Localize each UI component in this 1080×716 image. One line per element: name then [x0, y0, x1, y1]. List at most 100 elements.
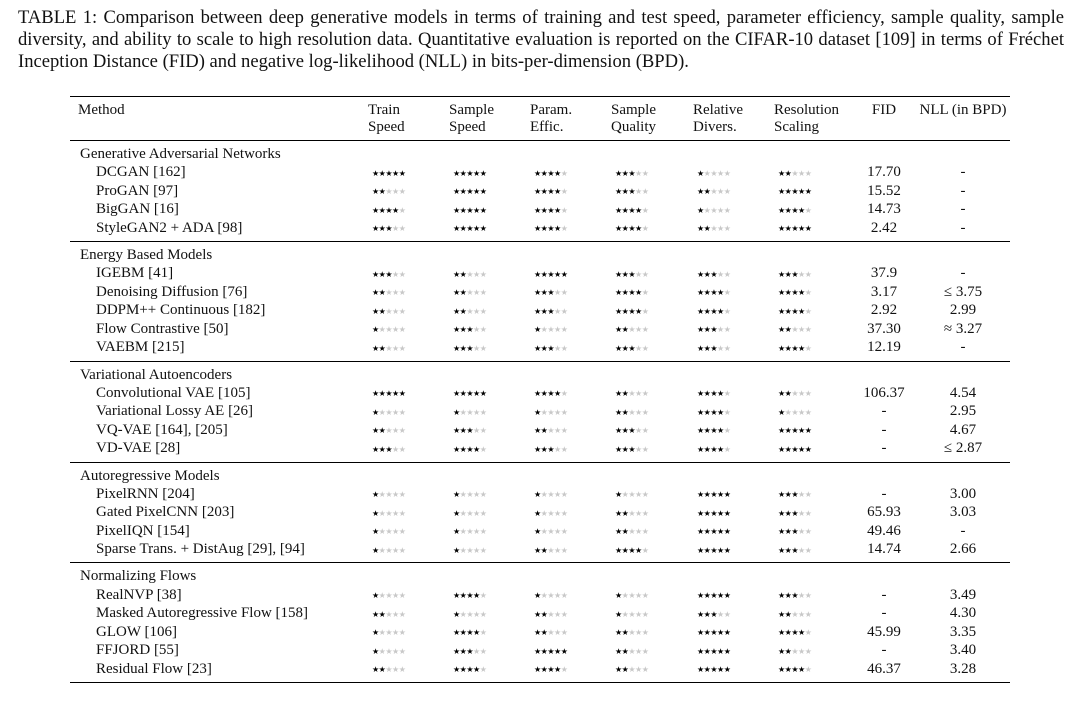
- star: ★: [621, 168, 629, 178]
- star: ★: [717, 591, 724, 601]
- star: ★: [473, 168, 480, 178]
- nll-value: 3.28: [949, 660, 977, 677]
- star: ★: [723, 527, 731, 537]
- fid-value: 3.17: [870, 283, 898, 300]
- star: ★: [723, 288, 731, 298]
- nll-value: ≤ 2.87: [943, 440, 983, 457]
- star: ★: [459, 269, 467, 279]
- nll-value: -: [960, 219, 966, 236]
- star-rating: ★★★★★: [778, 490, 812, 499]
- rating-cell: ★★★★★: [685, 283, 766, 302]
- star-rating: ★★★★★: [615, 646, 649, 656]
- star: ★: [703, 545, 711, 555]
- star: ★: [615, 205, 622, 215]
- star: ★: [635, 591, 642, 601]
- star: ★: [703, 444, 711, 454]
- column-header: FID: [871, 102, 897, 118]
- star: ★: [392, 343, 399, 353]
- star: ★: [372, 288, 379, 298]
- star: ★: [717, 628, 724, 638]
- star-rating: ★★★★★: [372, 509, 406, 518]
- method-name: Residual Flow [23]: [96, 660, 212, 677]
- star-rating: ★★★★★: [534, 610, 568, 619]
- rating-cell: ★★★★★: [603, 283, 685, 302]
- star: ★: [372, 646, 379, 656]
- star: ★: [723, 665, 731, 675]
- column-header: Param. Effic.: [530, 102, 573, 135]
- star: ★: [641, 545, 649, 555]
- star: ★: [453, 665, 460, 675]
- star: ★: [703, 609, 711, 619]
- star: ★: [703, 288, 711, 298]
- star: ★: [791, 325, 799, 335]
- star-rating: ★★★★★: [372, 665, 406, 674]
- star: ★: [392, 187, 399, 197]
- star: ★: [385, 591, 393, 601]
- star: ★: [392, 527, 399, 537]
- rating-cell: ★★★★★: [685, 440, 766, 462]
- star: ★: [621, 306, 629, 316]
- star: ★: [473, 224, 480, 234]
- star: ★: [453, 224, 460, 234]
- star: ★: [372, 527, 379, 537]
- star: ★: [547, 407, 555, 417]
- star-rating: ★★★★★: [615, 527, 649, 537]
- star-rating: ★★★★★: [697, 325, 731, 335]
- star: ★: [710, 407, 718, 417]
- star: ★: [717, 269, 724, 279]
- rating-cell: ★★★★★: [685, 504, 766, 523]
- star: ★: [473, 527, 480, 537]
- star: ★: [459, 665, 467, 675]
- star: ★: [717, 325, 724, 335]
- rating-cell: ★★★★★: [603, 403, 685, 422]
- method-name: DDPM++ Continuous [182]: [96, 302, 266, 319]
- rating-cell: ★★★★★: [603, 541, 685, 563]
- fid-value: 46.37: [867, 660, 901, 677]
- star: ★: [710, 508, 718, 518]
- rating-cell: ★★★★★: [766, 219, 852, 241]
- rating-cell: ★★★★★: [441, 283, 522, 302]
- rating-cell: ★★★★★: [603, 586, 685, 605]
- star-rating: ★★★★★: [453, 426, 487, 435]
- rating-cell: ★★★★★: [360, 182, 441, 201]
- star: ★: [615, 490, 622, 500]
- star: ★: [697, 288, 704, 298]
- star: ★: [697, 343, 704, 353]
- star-rating: ★★★★★: [534, 325, 568, 334]
- method-row: PixelRNN [204] ★★★★★ ★★★★★ ★★★★★ ★★★★★ ★★★★★ ★…: [70, 485, 1010, 504]
- star: ★: [635, 646, 642, 656]
- star: ★: [398, 306, 406, 316]
- group-row: Normalizing Flows: [70, 563, 1010, 586]
- star: ★: [560, 628, 568, 638]
- star: ★: [798, 426, 805, 436]
- star: ★: [635, 325, 642, 335]
- star: ★: [784, 527, 792, 537]
- star: ★: [560, 407, 568, 417]
- fid-value: -: [881, 485, 887, 502]
- star: ★: [791, 591, 799, 601]
- star: ★: [378, 444, 386, 454]
- star: ★: [784, 325, 792, 335]
- method-name: VD-VAE [28]: [96, 440, 181, 457]
- star: ★: [641, 665, 649, 675]
- rating-cell: ★★★★★: [360, 320, 441, 339]
- comparison-table: Method Train Speed Sample Speed Param. Effi…: [70, 96, 1010, 684]
- star: ★: [372, 407, 379, 417]
- star: ★: [479, 224, 487, 234]
- star: ★: [615, 288, 622, 298]
- star: ★: [615, 407, 622, 417]
- star: ★: [398, 168, 406, 178]
- star: ★: [540, 288, 548, 298]
- rating-cell: ★★★★★: [441, 504, 522, 523]
- star-rating: ★★★★★: [534, 527, 568, 536]
- star: ★: [473, 490, 480, 500]
- star: ★: [615, 527, 622, 537]
- star: ★: [635, 389, 642, 399]
- rating-cell: ★★★★★: [685, 642, 766, 661]
- star: ★: [703, 426, 711, 436]
- star: ★: [534, 646, 541, 656]
- star: ★: [540, 545, 548, 555]
- star: ★: [635, 426, 642, 436]
- star: ★: [635, 407, 642, 417]
- star: ★: [635, 527, 642, 537]
